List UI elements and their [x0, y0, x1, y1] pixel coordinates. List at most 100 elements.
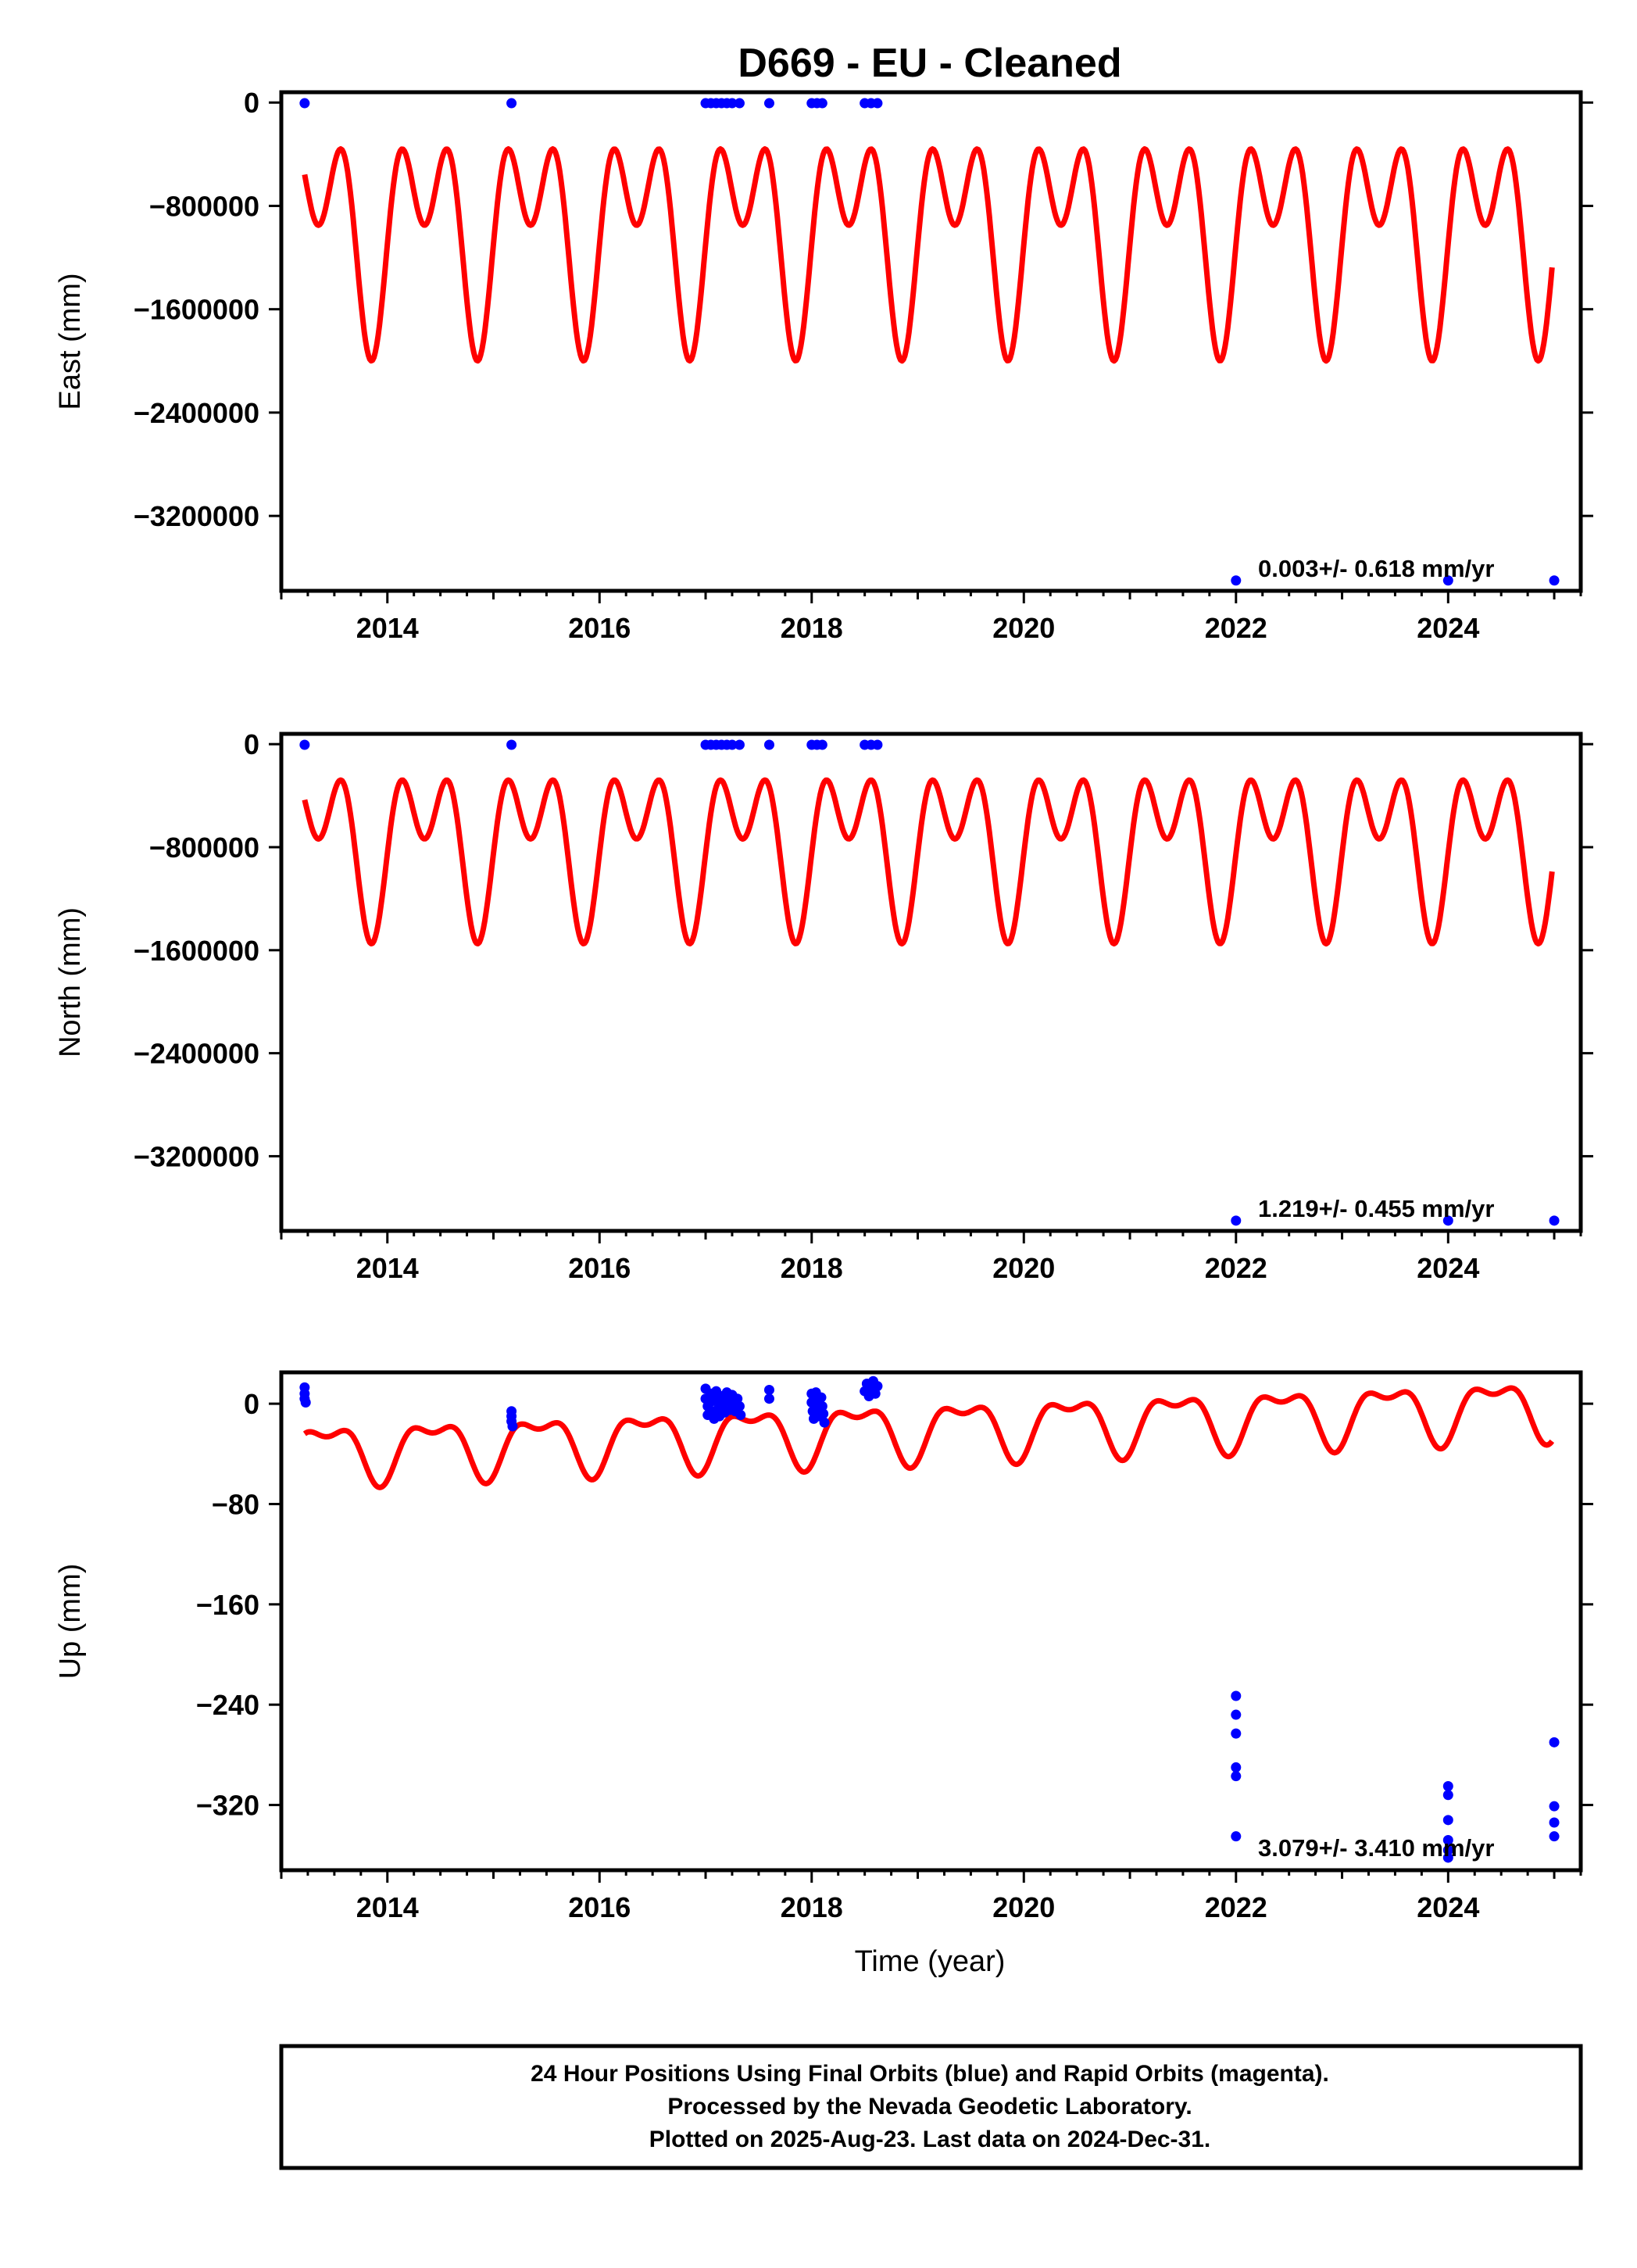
x-tick-label: 2016	[568, 1252, 631, 1284]
data-point	[1231, 575, 1242, 586]
data-point	[1442, 1815, 1453, 1826]
footer-box: 24 Hour Positions Using Final Orbits (bl…	[279, 2044, 1583, 2170]
data-point	[1549, 1831, 1560, 1842]
data-point	[1442, 1790, 1453, 1801]
data-point	[1442, 1852, 1453, 1863]
data-point	[734, 98, 745, 109]
data-point	[763, 98, 774, 109]
x-tick-label: 2014	[356, 1891, 419, 1923]
y-axis-label: Up (mm)	[54, 1564, 87, 1680]
velocity-rate-label: 1.219+/- 0.455 mm/yr	[1258, 1195, 1494, 1222]
data-point	[1549, 1801, 1560, 1812]
data-point	[507, 1421, 518, 1432]
x-tick-label: 2018	[781, 612, 843, 644]
data-point	[1231, 1709, 1242, 1720]
footer-line-1: 24 Hour Positions Using Final Orbits (bl…	[531, 2061, 1329, 2087]
y-tick-label: −3200000	[134, 500, 259, 532]
data-point	[872, 1381, 883, 1392]
y-tick-label: −3200000	[134, 1140, 259, 1172]
y-tick-label: −80	[212, 1488, 259, 1520]
data-point	[1231, 1690, 1242, 1701]
data-point	[1442, 575, 1453, 586]
y-tick-label: −800000	[149, 190, 259, 222]
data-point	[818, 1408, 829, 1419]
model-fit-line	[302, 1385, 1555, 1490]
y-tick-label: −1600000	[134, 294, 259, 326]
x-tick-label: 2016	[568, 612, 631, 644]
data-point	[763, 1393, 774, 1404]
x-tick-label: 2020	[992, 1252, 1055, 1284]
y-tick-label: −160	[196, 1589, 259, 1621]
x-tick-label: 2020	[992, 612, 1055, 644]
data-point	[727, 739, 738, 750]
data-point	[763, 739, 774, 750]
data-point	[872, 98, 883, 109]
y-tick-label: −1600000	[134, 935, 259, 967]
data-point	[300, 1397, 311, 1408]
data-point	[1231, 1215, 1242, 1226]
data-point	[734, 1401, 745, 1411]
y-axis-label: North (mm)	[54, 907, 87, 1057]
x-axis-label: Time (year)	[855, 1945, 1006, 1978]
data-point	[1549, 1215, 1560, 1226]
data-point	[872, 739, 883, 750]
data-point	[1442, 1834, 1453, 1845]
north-panel: 2014 2016 2018 2020 2022 2024 0 −800000 −1600000…	[54, 728, 1593, 1284]
data-point	[1549, 575, 1560, 586]
data-point	[1442, 1780, 1453, 1791]
data-point	[506, 739, 517, 750]
plot-frame	[279, 1370, 1583, 1873]
x-tick-label: 2024	[1417, 1891, 1479, 1923]
velocity-rate-label: 0.003+/- 0.618 mm/yr	[1258, 555, 1494, 582]
data-point	[819, 1417, 830, 1428]
data-point	[299, 98, 310, 109]
footer-line-3: Plotted on 2025-Aug-23. Last data on 202…	[649, 2127, 1211, 2152]
data-point	[1231, 1831, 1242, 1842]
data-point	[816, 1392, 827, 1403]
x-tick-label: 2014	[356, 612, 419, 644]
data-point	[735, 1410, 746, 1421]
data-point	[817, 1401, 827, 1411]
data-point	[1549, 1737, 1560, 1748]
y-tick-label: −240	[196, 1689, 259, 1721]
data-point	[727, 98, 738, 109]
data-point	[299, 739, 310, 750]
data-point	[1231, 1771, 1242, 1782]
plot-frame	[279, 90, 1583, 593]
x-tick-label: 2022	[1205, 612, 1267, 644]
y-tick-label: 0	[244, 1388, 259, 1420]
data-point	[1231, 1728, 1242, 1739]
data-point	[1442, 1844, 1453, 1855]
y-tick-label: −800000	[149, 832, 259, 864]
velocity-rate-label: 3.079+/- 3.410 mm/yr	[1258, 1834, 1494, 1862]
x-tick-label: 2024	[1417, 612, 1479, 644]
data-point	[734, 739, 745, 750]
data-point	[817, 739, 827, 750]
data-point	[506, 98, 517, 109]
x-tick-label: 2022	[1205, 1891, 1267, 1923]
footer-line-2: Processed by the Nevada Geodetic Laborat…	[667, 2094, 1192, 2120]
x-tick-label: 2022	[1205, 1252, 1267, 1284]
y-tick-label: −2400000	[134, 1038, 259, 1070]
data-point	[1549, 1817, 1560, 1828]
x-tick-label: 2024	[1417, 1252, 1479, 1284]
model-fit-line	[302, 146, 1555, 364]
y-tick-label: −320	[196, 1790, 259, 1822]
model-fit-line	[302, 777, 1555, 947]
data-point	[1442, 1215, 1453, 1226]
y-axis-label: East (mm)	[54, 273, 87, 410]
data-point	[817, 98, 827, 109]
x-tick-label: 2020	[992, 1891, 1055, 1923]
data-point	[1231, 1762, 1242, 1773]
east-panel: 2014 2016 2018 2020 2022 2024 0 −800000 −1600000…	[54, 87, 1593, 644]
up-panel: 2014 2016 2018 2020 2022 2024 0 −80 −160 −240 −320…	[54, 1370, 1593, 1923]
y-tick-label: 0	[244, 87, 259, 119]
x-tick-label: 2018	[781, 1891, 843, 1923]
y-tick-label: −2400000	[134, 397, 259, 429]
figure-title: D669 - EU - Cleaned	[738, 41, 1121, 86]
x-tick-label: 2016	[568, 1891, 631, 1923]
x-tick-label: 2014	[356, 1252, 419, 1284]
x-tick-label: 2018	[781, 1252, 843, 1284]
plot-frame	[279, 732, 1583, 1233]
